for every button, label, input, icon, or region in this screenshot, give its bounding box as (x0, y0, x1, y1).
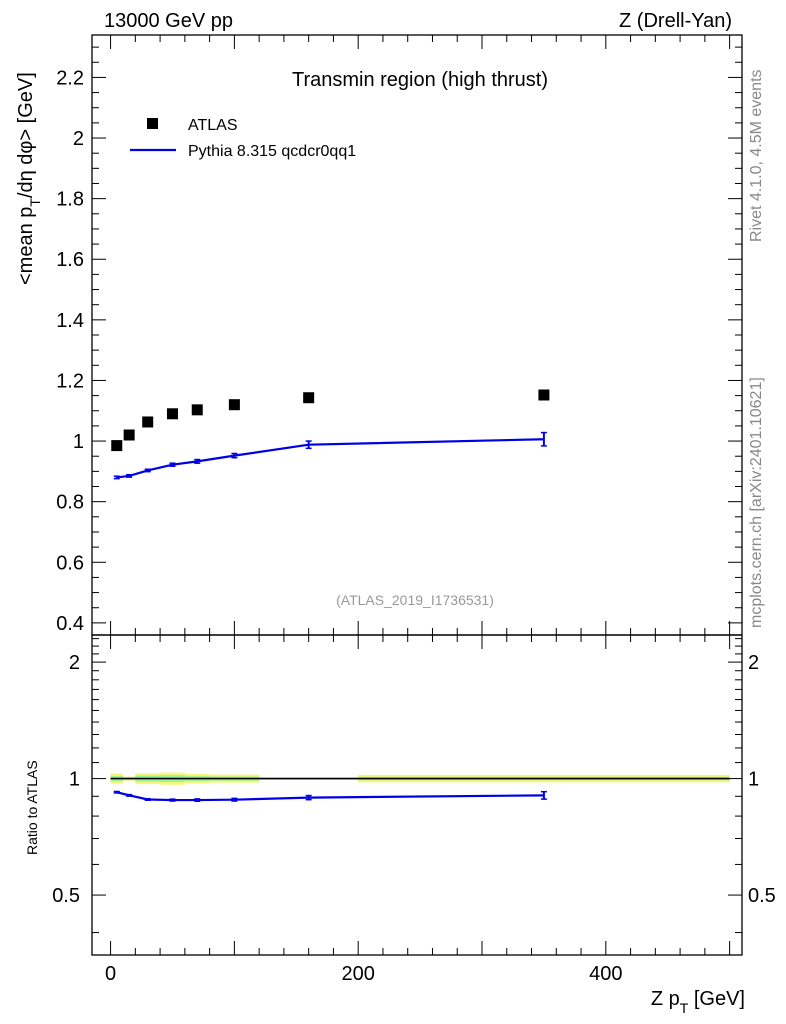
ratio-y-tick-label: 1 (69, 769, 80, 791)
main-y-tick-label: 1 (73, 431, 84, 453)
main-y-tick-label: 1.6 (56, 249, 84, 271)
pythia-line (116, 438, 544, 479)
atlas-data-point (142, 416, 154, 428)
atlas-data-point (123, 429, 135, 441)
plot-title: Transmin region (high thrust) (292, 69, 548, 91)
main-y-ticks: 0.4 0.6 0.8 1 1.2 1.4 1.6 1.8 2 2.2 (56, 35, 742, 635)
ratio-y-tick-label-right: 2 (748, 652, 759, 674)
ratio-y-tick-label: 0.5 (52, 885, 80, 907)
main-marks (111, 389, 550, 480)
mcplots-label: mcplots.cern.ch [arXiv:2401.10621] (748, 377, 765, 628)
legend: ATLAS Pythia 8.315 qcdcr0qq1 (130, 117, 356, 160)
header-right: Z (Drell-Yan) (619, 10, 732, 32)
main-y-tick-label: 2 (73, 128, 84, 150)
legend-atlas-marker (147, 118, 158, 129)
main-y-tick-label: 0.8 (56, 492, 84, 514)
atlas-data-point (538, 389, 550, 401)
main-y-tick-label: 1.4 (56, 310, 84, 332)
ratio-y-tick-label-right: 1 (748, 769, 759, 791)
main-y-axis-label: <mean pT/dη dφ> [GeV] (15, 72, 43, 285)
main-panel: 0.4 0.6 0.8 1 1.2 1.4 1.6 1.8 2 2.2 Transmin regi… (15, 34, 743, 636)
ratio-y-axis-label: Ratio to ATLAS (24, 760, 40, 855)
main-y-tick-label: 0.6 (56, 552, 84, 574)
main-y-tick-label: 2.2 (56, 67, 84, 89)
legend-pythia-label: Pythia 8.315 qcdcr0qq1 (188, 143, 356, 160)
x-tick-label: 0 (105, 963, 116, 985)
ratio-y-tick-label-right: 0.5 (748, 885, 776, 907)
analysis-watermark: (ATLAS_2019_I1736531) (336, 592, 494, 608)
atlas-data-point (191, 404, 203, 416)
atlas-data-point (166, 408, 178, 420)
ratio-frame (91, 634, 743, 956)
main-y-tick-label: 1.2 (56, 370, 84, 392)
legend-atlas-label: ATLAS (188, 117, 238, 134)
ratio-y-tick-label: 2 (69, 652, 80, 674)
atlas-data-point (111, 440, 123, 452)
ratio-pythia-line (116, 791, 544, 802)
x-axis-label: Z pT [GeV] (651, 988, 745, 1016)
x-tick-label: 200 (342, 963, 375, 985)
atlas-data-point (228, 399, 240, 411)
ratio-ticks: 0.5 0.5 1 1 2 2 0 200 400 (52, 635, 776, 985)
ratio-panel: 0.5 0.5 1 1 2 2 0 200 400 Ratio to ATLAS Z pT [G… (24, 634, 776, 1016)
main-y-tick-label: 1.8 (56, 189, 84, 211)
atlas-data-point (303, 392, 315, 404)
ratio-marks (110, 777, 730, 802)
main-y-tick-label: 0.4 (56, 613, 84, 635)
rivet-label: Rivet 4.1.0, 4.5M events (748, 69, 765, 242)
header-left: 13000 GeV pp (104, 10, 233, 32)
x-tick-label: 400 (589, 963, 622, 985)
